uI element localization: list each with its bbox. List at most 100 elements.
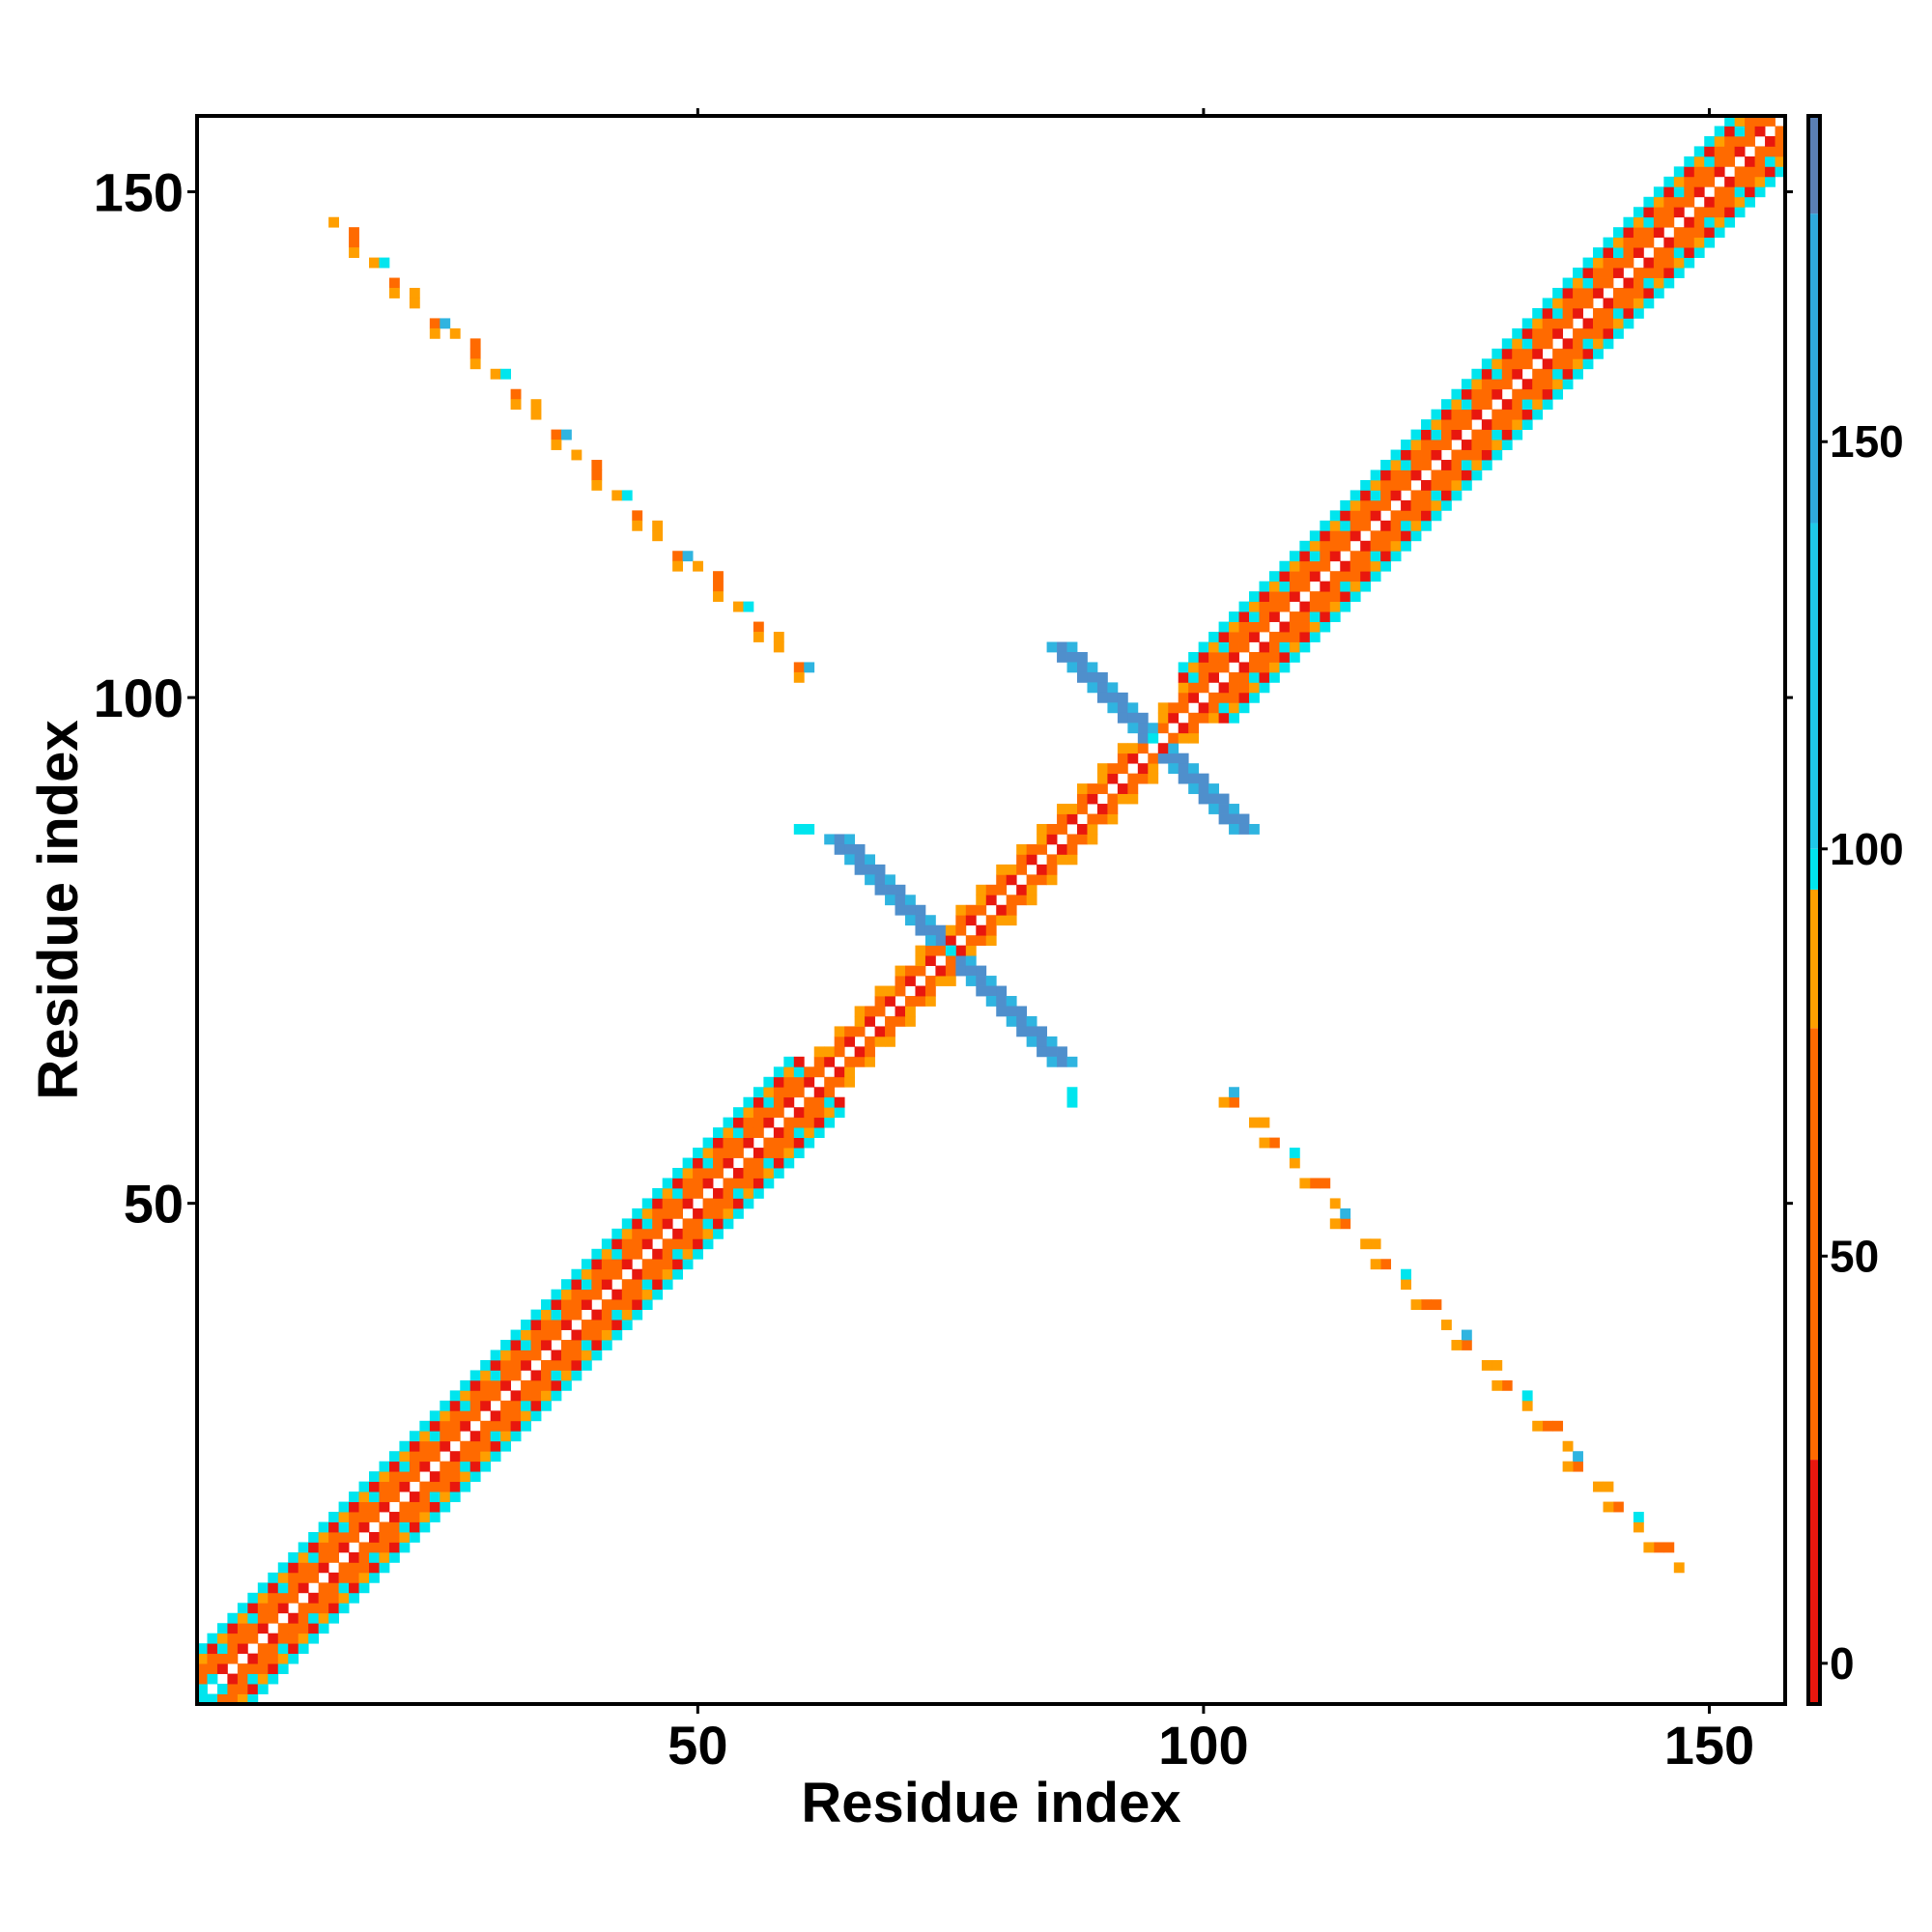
heatmap-cell: [358, 1562, 370, 1574]
heatmap-cell: [693, 560, 703, 572]
heatmap-cell: [288, 1551, 299, 1563]
heatmap-cell: [388, 1481, 400, 1492]
heatmap-cell: [1309, 621, 1321, 633]
heatmap-cell: [1521, 1390, 1533, 1402]
heatmap-cell: [1340, 499, 1351, 511]
heatmap-cell: [399, 1521, 411, 1533]
heatmap-cell: [773, 1137, 784, 1149]
heatmap-cell: [277, 1572, 289, 1583]
heatmap-cell: [682, 1238, 694, 1250]
heatmap-cell: [743, 1096, 754, 1108]
heatmap-cell: [429, 1431, 440, 1442]
heatmap-cell: [1289, 581, 1300, 592]
heatmap-cell: [551, 440, 562, 450]
heatmap-cell: [1016, 1026, 1028, 1037]
heatmap-cell: [1107, 813, 1119, 825]
heatmap-cell: [652, 1279, 664, 1291]
heatmap-cell: [207, 1663, 218, 1674]
heatmap-cell: [1046, 864, 1058, 875]
heatmap-cell: [379, 1531, 390, 1543]
heatmap-cell: [672, 551, 684, 562]
heatmap-cell: [1289, 651, 1300, 663]
heatmap-cell: [1663, 277, 1675, 289]
heatmap-cell: [409, 1501, 420, 1513]
heatmap-cell: [440, 1440, 451, 1452]
heatmap-cell: [1573, 268, 1583, 278]
heatmap-cell: [288, 1643, 299, 1655]
heatmap-cell: [865, 1006, 875, 1017]
heatmap-cell: [247, 1612, 259, 1624]
heatmap-cell: [1471, 409, 1483, 420]
heatmap-cell: [1046, 854, 1058, 866]
heatmap-cell: [460, 1410, 471, 1422]
heatmap-cell: [1066, 813, 1078, 825]
heatmap-cell: [1238, 702, 1250, 714]
heatmap-cell: [429, 327, 440, 339]
heatmap-cell: [713, 1127, 724, 1138]
heatmap-cell: [632, 1299, 643, 1311]
heatmap-cell: [1714, 126, 1725, 137]
heatmap-cell: [1612, 288, 1624, 298]
heatmap-cell: [308, 1551, 320, 1563]
heatmap-cell: [1593, 327, 1604, 339]
colorbar-band: [1808, 523, 1820, 849]
heatmap-cell: [834, 1096, 845, 1108]
heatmap-cell: [1734, 186, 1746, 198]
heatmap-cell: [763, 1148, 775, 1158]
heatmap-cell: [924, 976, 936, 986]
heatmap-cell: [1693, 237, 1705, 248]
heatmap-cell: [1370, 560, 1381, 572]
heatmap-cell: [1066, 641, 1078, 653]
heatmap-cell: [662, 1238, 673, 1250]
heatmap-cell: [955, 955, 967, 966]
heatmap-cell: [1471, 429, 1483, 440]
heatmap-cell: [621, 1238, 633, 1250]
heatmap-cell: [216, 1653, 228, 1664]
heatmap-cell: [1117, 743, 1128, 754]
heatmap-cell: [399, 1440, 411, 1452]
heatmap-cell: [328, 1512, 339, 1522]
heatmap-cell: [318, 1582, 329, 1594]
colorbar-band: [1808, 889, 1820, 1029]
heatmap-cell: [1552, 379, 1564, 390]
heatmap-cell: [672, 1228, 684, 1239]
heatmap-cell: [1562, 298, 1574, 309]
heatmap-cell: [1370, 479, 1381, 491]
colorbar-band: [1808, 116, 1820, 214]
heatmap-cell: [1057, 1056, 1067, 1067]
heatmap-cell: [379, 1501, 390, 1513]
heatmap-cell: [429, 318, 440, 329]
heatmap-cell: [924, 915, 936, 926]
heatmap-cell: [1693, 186, 1705, 198]
heatmap-cell: [732, 1107, 744, 1119]
heatmap-cell: [985, 985, 997, 997]
heatmap-cell: [591, 1268, 603, 1280]
heatmap-cell: [1521, 388, 1533, 400]
heatmap-cell: [1006, 874, 1017, 886]
heatmap-cell: [227, 1633, 239, 1644]
heatmap-cell: [804, 1117, 815, 1128]
heatmap-cell: [1249, 601, 1260, 612]
heatmap-cell: [611, 1259, 623, 1270]
heatmap-cell: [753, 1096, 764, 1108]
heatmap-cell: [1492, 449, 1503, 461]
heatmap-cell: [632, 520, 643, 531]
heatmap-cell: [1451, 449, 1463, 461]
heatmap-cell: [1492, 1379, 1503, 1391]
heatmap-cell: [985, 924, 997, 936]
heatmap-cell: [369, 1512, 380, 1522]
heatmap-cell: [753, 1168, 764, 1179]
heatmap-cell: [328, 1603, 339, 1614]
heatmap-cell: [1037, 1046, 1047, 1058]
heatmap-cell: [560, 1279, 572, 1291]
heatmap-cell: [1633, 216, 1644, 228]
heatmap-cell: [885, 985, 895, 997]
heatmap-cell: [743, 1168, 754, 1179]
heatmap-cell: [793, 1087, 805, 1098]
heatmap-cell: [207, 1693, 218, 1705]
heatmap-cell: [1370, 540, 1381, 552]
heatmap-cell: [652, 1248, 664, 1260]
heatmap-cell: [399, 1542, 411, 1553]
